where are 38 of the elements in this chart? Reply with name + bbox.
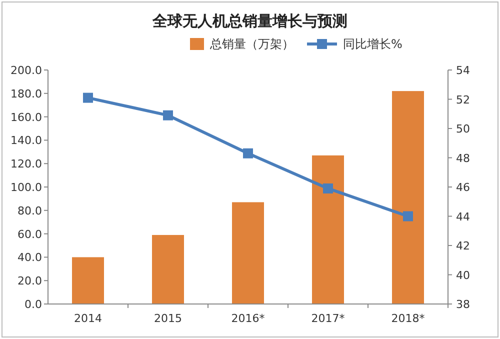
bar [312, 155, 344, 304]
y-tick-label: 0.0 [24, 298, 42, 311]
legend-label: 总销量（万架） [209, 37, 294, 51]
y2-tick-label: 46 [456, 181, 470, 194]
x-tick-label: 2017* [311, 312, 346, 325]
y-tick-label: 100.0 [10, 181, 42, 194]
bar [392, 91, 424, 304]
y-tick-label: 140.0 [10, 134, 42, 148]
y-tick-label: 80.0 [18, 204, 42, 218]
x-tick-label: 2014 [74, 312, 102, 325]
y-tick-label: 60.0 [18, 228, 42, 241]
y-tick-label: 40.0 [18, 251, 42, 264]
y-tick-label: 200.0 [10, 64, 42, 77]
x-tick-label: 2018* [391, 312, 426, 325]
bar [152, 234, 184, 304]
chart-title: 全球无人机总销量增长与预测 [152, 12, 348, 30]
y-tick-label: 180.0 [10, 87, 42, 100]
y2-tick-label: 38 [456, 298, 470, 311]
point [163, 110, 173, 120]
legend-label: 同比增长% [343, 37, 402, 51]
point [83, 92, 93, 103]
y2-tick-label: 48 [456, 152, 470, 165]
y2-tick-label: 52 [456, 93, 470, 106]
bar [72, 257, 104, 304]
y2-tick-label: 42 [456, 240, 470, 252]
bar [232, 202, 264, 304]
x-tick-label: 2016* [231, 312, 266, 325]
y2-tick-label: 50 [456, 122, 470, 136]
x-tick-label: 2015 [154, 312, 182, 325]
point [323, 183, 333, 194]
y2-tick-label: 54 [456, 64, 470, 77]
y-tick-label: 20.0 [18, 274, 42, 288]
y2-tick-label: 44 [456, 210, 470, 224]
y-tick-label: 120.0 [10, 158, 42, 171]
y2-tick-label: 40 [456, 268, 470, 282]
y-tick-label: 160.0 [10, 110, 42, 124]
point [243, 148, 253, 158]
point [403, 211, 413, 222]
